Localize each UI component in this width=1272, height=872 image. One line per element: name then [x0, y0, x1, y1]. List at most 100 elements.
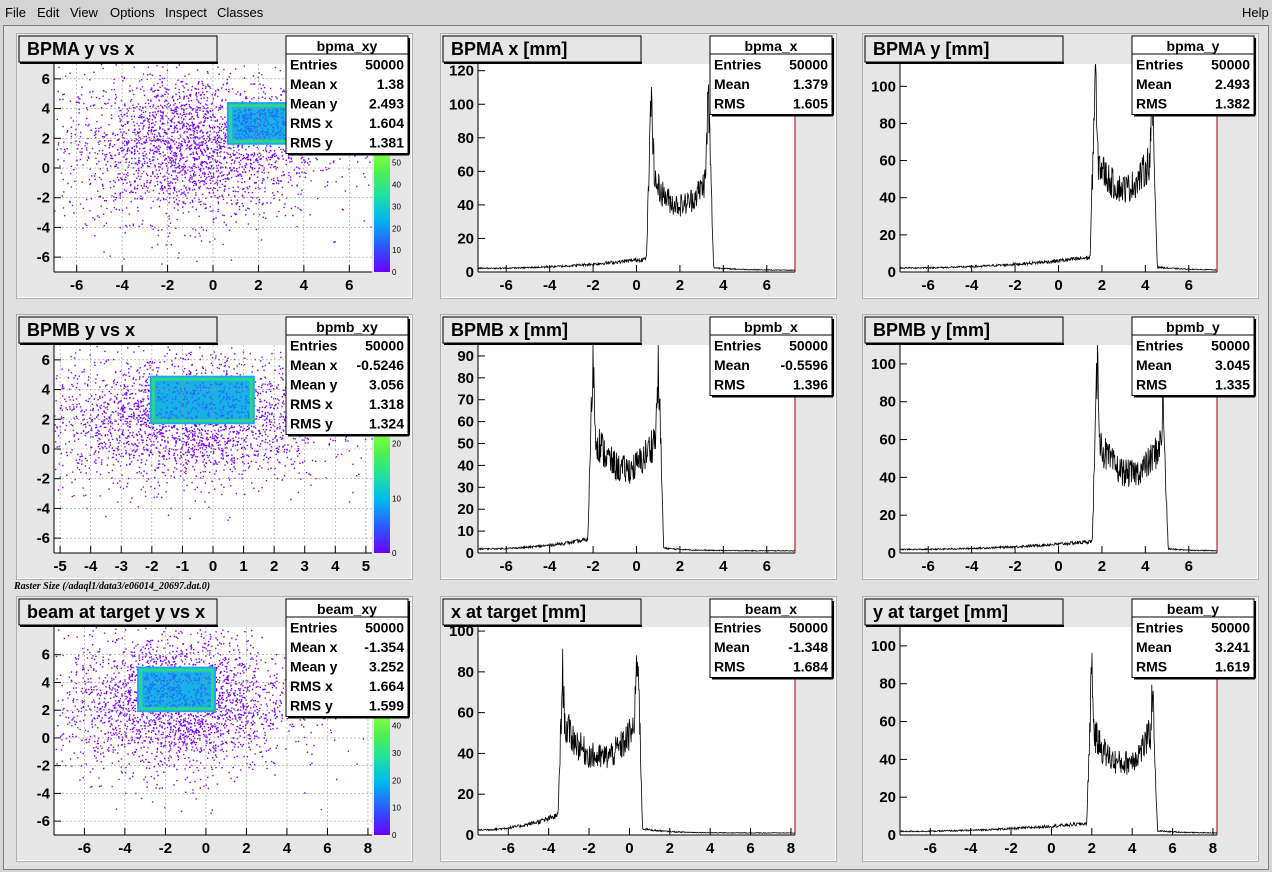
stats-value: 1.605 — [793, 96, 828, 112]
menu-view[interactable]: View — [70, 5, 98, 20]
menu-edit[interactable]: Edit — [37, 5, 60, 20]
stats-value: 50000 — [365, 57, 404, 73]
x-tick-label: -2 — [586, 558, 599, 575]
palette-tick-label: 40 — [392, 181, 401, 190]
stats-key: Mean x — [290, 76, 338, 92]
stats-key: Entries — [290, 57, 338, 73]
chart-title: beam at target y vs x — [27, 602, 205, 622]
x-tick-label: -4 — [543, 277, 557, 294]
x-tick-label: 2 — [270, 558, 278, 575]
palette-tick-label: 20 — [392, 224, 401, 233]
menu-classes[interactable]: Classes — [217, 5, 264, 20]
y-tick-label: 90 — [457, 348, 474, 365]
x-tick-label: -4 — [542, 840, 556, 857]
stats-key: Entries — [1136, 620, 1184, 636]
x-tick-label: -6 — [500, 558, 513, 575]
x-tick-label: -4 — [84, 558, 98, 575]
chart-svg: 0 10 20 30 40 -6 -4 -2 0 2 4 6 8 -6 -4 -2 0 2 4 6 beam at ta… — [18, 598, 410, 857]
y-tick-label: -2 — [37, 758, 50, 775]
plot-pad[interactable]: -6 -4 -2 0 2 4 6 0 20 40 60 80 100 120 BPMA x [mm] bpma… — [440, 33, 837, 299]
stats-key: Mean x — [290, 639, 338, 655]
stats-name: beam_y — [1167, 601, 1219, 617]
x-tick-label: 2 — [1088, 840, 1096, 857]
menu-options[interactable]: Options — [110, 5, 155, 20]
y-tick-label: 2 — [42, 411, 50, 428]
x-tick-label: -5 — [53, 558, 66, 575]
x-tick-label: -4 — [543, 558, 557, 575]
plot-pad[interactable]: 0 10 20 30 40 -6 -4 -2 0 2 4 6 8 -6 -4 -2 0 2 4 6 beam at ta… — [16, 596, 413, 862]
y-tick-label: 100 — [449, 623, 474, 640]
stats-box — [1131, 316, 1255, 396]
y-tick-label: 100 — [449, 96, 474, 113]
stats-name: bpmb_x — [744, 319, 798, 335]
menu-inspect[interactable]: Inspect — [165, 5, 207, 20]
plot-pad[interactable]: 0 10 20 30 40 50 -6 -4 -2 0 2 4 6 -6 -4 -2 0 2 4 6 BPMA y vs… — [16, 33, 413, 299]
stats-key: RMS — [714, 377, 745, 393]
y-tick-label: 0 — [42, 441, 50, 458]
x-tick-label: -2 — [159, 840, 172, 857]
chart-title: BPMA x [mm] — [451, 39, 567, 59]
stats-key: RMS — [1136, 377, 1167, 393]
palette-tick-label: 0 — [392, 268, 397, 277]
stats-box — [709, 35, 833, 115]
x-tick-label: 8 — [364, 840, 372, 857]
y-tick-label: -2 — [37, 190, 50, 207]
y-tick-label: 2 — [42, 702, 50, 719]
x-tick-label: -4 — [118, 840, 132, 857]
plot-pad[interactable]: -6 -4 -2 0 2 4 6 8 0 20 40 60 80 100 y at target [mm] b… — [862, 596, 1259, 862]
stats-name: bpma_y — [1167, 38, 1220, 54]
stats-key: RMS — [1136, 659, 1167, 675]
stats-key: RMS — [1136, 96, 1167, 112]
stats-value: 50000 — [789, 338, 828, 354]
x-tick-label: 4 — [1128, 840, 1137, 857]
canvas-caption: Raster Size (/adaql1/data3/e06014_20697.… — [14, 581, 211, 592]
y-tick-label: 10 — [457, 523, 474, 540]
stats-box — [285, 35, 409, 154]
palette-tick-label: 10 — [392, 804, 401, 813]
y-tick-label: 80 — [457, 130, 474, 147]
stats-box — [1131, 35, 1255, 115]
stats-key: Mean — [714, 639, 750, 655]
stats-value: 50000 — [789, 620, 828, 636]
y-tick-label: -4 — [37, 500, 51, 517]
stats-name: beam_x — [745, 601, 797, 617]
stats-value: 3.056 — [369, 377, 404, 393]
y-tick-label: 4 — [42, 382, 51, 399]
stats-value: 50000 — [1211, 620, 1250, 636]
stats-key: Mean — [1136, 357, 1172, 373]
scatter-layer — [55, 627, 365, 814]
x-tick-label: 0 — [1047, 840, 1055, 857]
y-tick-label: 20 — [879, 227, 896, 244]
stats-value: 50000 — [365, 620, 404, 636]
title-box — [864, 316, 1064, 344]
y-tick-label: 80 — [879, 394, 896, 411]
stats-value: 1.38 — [377, 76, 404, 92]
plot-pad[interactable]: -6 -4 -2 0 2 4 6 0 20 40 60 80 100 BPMA y [mm] bpma_y E… — [862, 33, 1259, 299]
stats-key: Entries — [714, 338, 762, 354]
stats-key: RMS y — [290, 416, 333, 432]
y-tick-label: 40 — [457, 745, 474, 762]
y-tick-label: 0 — [466, 545, 474, 562]
stats-value: -1.348 — [788, 639, 828, 655]
plot-pad[interactable]: -6 -4 -2 0 2 4 6 8 0 20 40 60 80 100 x at target [mm] b… — [440, 596, 837, 862]
x-tick-label: -6 — [922, 558, 935, 575]
stats-value: 3.252 — [369, 659, 404, 675]
y-tick-label: 40 — [879, 190, 896, 207]
x-tick-label: -2 — [586, 277, 599, 294]
menu-file[interactable]: File — [5, 5, 26, 20]
x-tick-label: -2 — [1008, 277, 1021, 294]
plot-pad[interactable]: -6 -4 -2 0 2 4 6 0 10 20 30 40 50 60 70 80 90 BPMB x [mm]… — [440, 314, 837, 580]
menu-help[interactable]: Help — [1242, 5, 1269, 20]
y-tick-label: 40 — [879, 751, 896, 768]
plot-pad[interactable]: 0 10 20 -5 -4 -3 -2 -1 0 1 2 3 4 5 -6 -4 -2 0 2 4 6 BPMB y vs… — [16, 314, 413, 580]
histogram-line — [477, 344, 796, 552]
palette-tick-label: 10 — [392, 246, 401, 255]
stats-value: 50000 — [1211, 57, 1250, 73]
plot-pad[interactable]: -6 -4 -2 0 2 4 6 0 20 40 60 80 100 BPMB y [mm] bpmb_y E… — [862, 314, 1259, 580]
chart-svg: 0 10 20 -5 -4 -3 -2 -1 0 1 2 3 4 5 -6 -4 -2 0 2 4 6 BPMB y vs… — [18, 316, 410, 575]
stats-value: 1.318 — [369, 396, 404, 412]
stats-key: Mean — [1136, 639, 1172, 655]
stats-value: 1.664 — [369, 678, 404, 694]
